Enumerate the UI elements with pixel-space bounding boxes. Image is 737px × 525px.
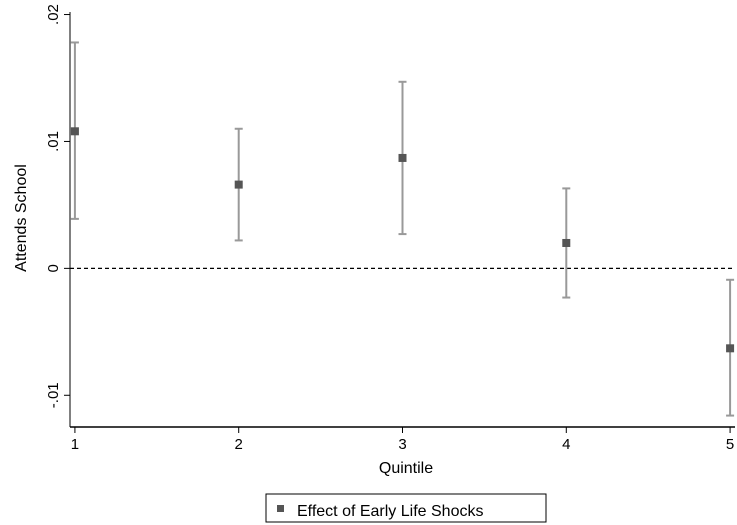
point-markers (70, 127, 735, 353)
x-tick-label: 1 (71, 436, 79, 453)
y-axis: -.01 0 .01 .02 (45, 4, 71, 427)
y-axis-title: Attends School (13, 164, 30, 272)
x-tick-label: 5 (726, 436, 734, 453)
y-tick-label: .02 (45, 4, 62, 25)
data-point (398, 153, 407, 162)
data-point (70, 127, 79, 136)
data-point (562, 238, 571, 247)
legend: Effect of Early Life Shocks (265, 493, 547, 523)
y-tick-label: 0 (45, 264, 62, 272)
error-bars (70, 41, 735, 417)
x-tick-label: 2 (235, 436, 243, 453)
x-axis: 1 2 3 4 5 (70, 426, 735, 453)
x-tick-label: 4 (562, 436, 570, 453)
legend-marker (277, 505, 284, 512)
data-point (234, 180, 243, 189)
legend-label: Effect of Early Life Shocks (297, 503, 483, 520)
x-tick-label: 3 (398, 436, 406, 453)
legend-box (265, 493, 547, 523)
x-axis-title: Quintile (379, 460, 433, 477)
y-tick-label: -.01 (45, 382, 62, 408)
y-tick-label: .01 (45, 131, 62, 152)
data-point (726, 344, 735, 353)
